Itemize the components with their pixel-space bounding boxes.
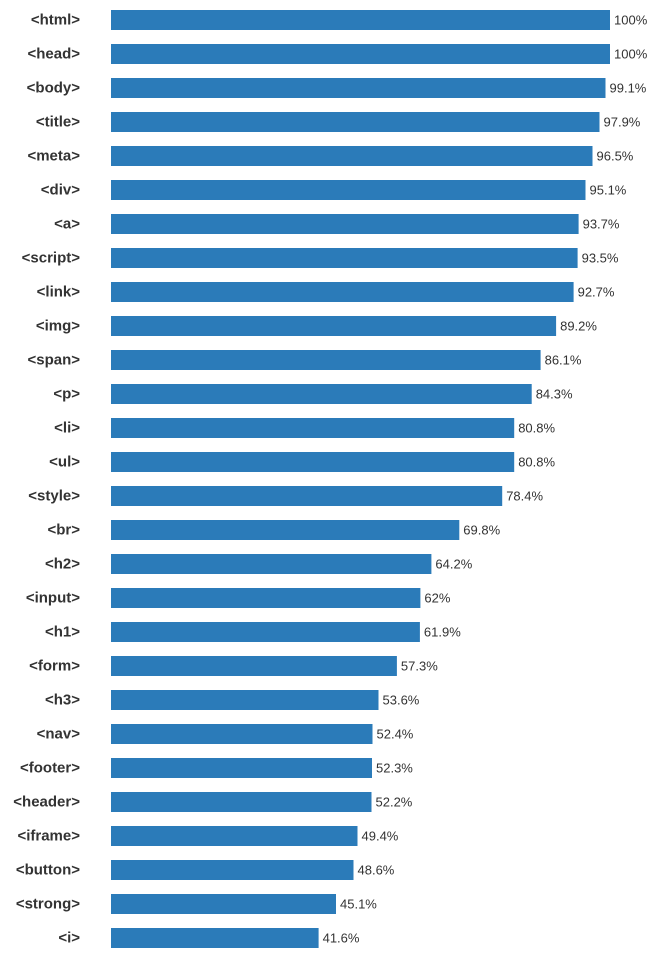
value-label: 93.5% bbox=[582, 251, 619, 266]
category-label: <span> bbox=[27, 352, 80, 369]
category-label: <footer> bbox=[20, 760, 80, 777]
value-label: 45.1% bbox=[340, 897, 377, 912]
value-label: 78.4% bbox=[506, 489, 543, 504]
category-label: <i> bbox=[58, 930, 80, 947]
bar bbox=[111, 282, 574, 302]
bar bbox=[111, 656, 397, 676]
value-label: 52.3% bbox=[376, 761, 413, 776]
value-labels-group: 100% 100% 99.1% 97.9% 96.5% 95.1% 93.7% 93.5% 92… bbox=[323, 13, 648, 946]
category-label: <h1> bbox=[45, 624, 80, 641]
value-label: 92.7% bbox=[578, 285, 615, 300]
bar bbox=[111, 316, 557, 336]
bar bbox=[111, 350, 541, 370]
category-label: <form> bbox=[29, 658, 80, 675]
value-label: 62% bbox=[424, 591, 450, 606]
value-label: 100% bbox=[614, 13, 648, 28]
category-label: <li> bbox=[54, 420, 80, 437]
category-label: <title> bbox=[36, 114, 80, 131]
value-label: 53.6% bbox=[383, 693, 420, 708]
category-label: <style> bbox=[28, 488, 80, 505]
category-label: <body> bbox=[27, 80, 81, 97]
bar bbox=[111, 758, 372, 778]
bar bbox=[111, 894, 336, 914]
value-label: 89.2% bbox=[560, 319, 597, 334]
value-label: 48.6% bbox=[358, 863, 395, 878]
bar bbox=[111, 248, 578, 268]
category-label: <nav> bbox=[37, 726, 81, 743]
category-label: <script> bbox=[22, 250, 81, 267]
bar bbox=[111, 792, 372, 812]
value-label: 49.4% bbox=[362, 829, 399, 844]
value-label: 100% bbox=[614, 47, 648, 62]
bar bbox=[111, 486, 503, 506]
bar bbox=[111, 384, 532, 404]
value-label: 99.1% bbox=[610, 81, 647, 96]
value-label: 97.9% bbox=[604, 115, 641, 130]
bar bbox=[111, 826, 358, 846]
bar bbox=[111, 724, 373, 744]
bar bbox=[111, 418, 515, 438]
bars-group bbox=[111, 10, 610, 948]
category-label: <img> bbox=[36, 318, 80, 335]
category-label: <head> bbox=[27, 46, 80, 63]
value-label: 52.2% bbox=[376, 795, 413, 810]
category-label: <a> bbox=[54, 216, 80, 233]
category-label: <h2> bbox=[45, 556, 80, 573]
category-label: <ul> bbox=[49, 454, 80, 471]
bar bbox=[111, 452, 515, 472]
bar bbox=[111, 180, 586, 200]
category-label: <html> bbox=[31, 12, 80, 29]
bar bbox=[111, 690, 379, 710]
bar bbox=[111, 214, 579, 234]
bar bbox=[111, 10, 610, 30]
value-label: 57.3% bbox=[401, 659, 438, 674]
category-label: <h3> bbox=[45, 692, 80, 709]
category-label: <meta> bbox=[27, 148, 80, 165]
bar bbox=[111, 860, 354, 880]
bar bbox=[111, 78, 606, 98]
category-label: <button> bbox=[16, 862, 80, 879]
category-label: <link> bbox=[37, 284, 81, 301]
value-label: 95.1% bbox=[590, 183, 627, 198]
value-label: 80.8% bbox=[518, 421, 555, 436]
bar bbox=[111, 520, 460, 540]
value-label: 80.8% bbox=[518, 455, 555, 470]
value-label: 41.6% bbox=[323, 931, 360, 946]
value-label: 86.1% bbox=[545, 353, 582, 368]
bar bbox=[111, 622, 420, 642]
value-label: 93.7% bbox=[583, 217, 620, 232]
category-label: <div> bbox=[41, 182, 80, 199]
bar bbox=[111, 112, 600, 132]
category-label: <header> bbox=[13, 794, 80, 811]
value-label: 96.5% bbox=[597, 149, 634, 164]
category-label: <iframe> bbox=[17, 828, 80, 845]
bar bbox=[111, 588, 421, 608]
value-label: 52.4% bbox=[377, 727, 414, 742]
bar bbox=[111, 44, 610, 64]
value-label: 69.8% bbox=[463, 523, 500, 538]
bar bbox=[111, 554, 432, 574]
value-label: 61.9% bbox=[424, 625, 461, 640]
value-label: 84.3% bbox=[536, 387, 573, 402]
category-labels-group: <html> <head> <body> <title> <meta> <div> <a> <… bbox=[13, 12, 80, 947]
category-label: <input> bbox=[26, 590, 80, 607]
bar bbox=[111, 146, 593, 166]
value-label: 64.2% bbox=[435, 557, 472, 572]
category-label: <strong> bbox=[16, 896, 80, 913]
category-label: <br> bbox=[47, 522, 80, 539]
bar bbox=[111, 928, 319, 948]
category-label: <p> bbox=[53, 386, 80, 403]
